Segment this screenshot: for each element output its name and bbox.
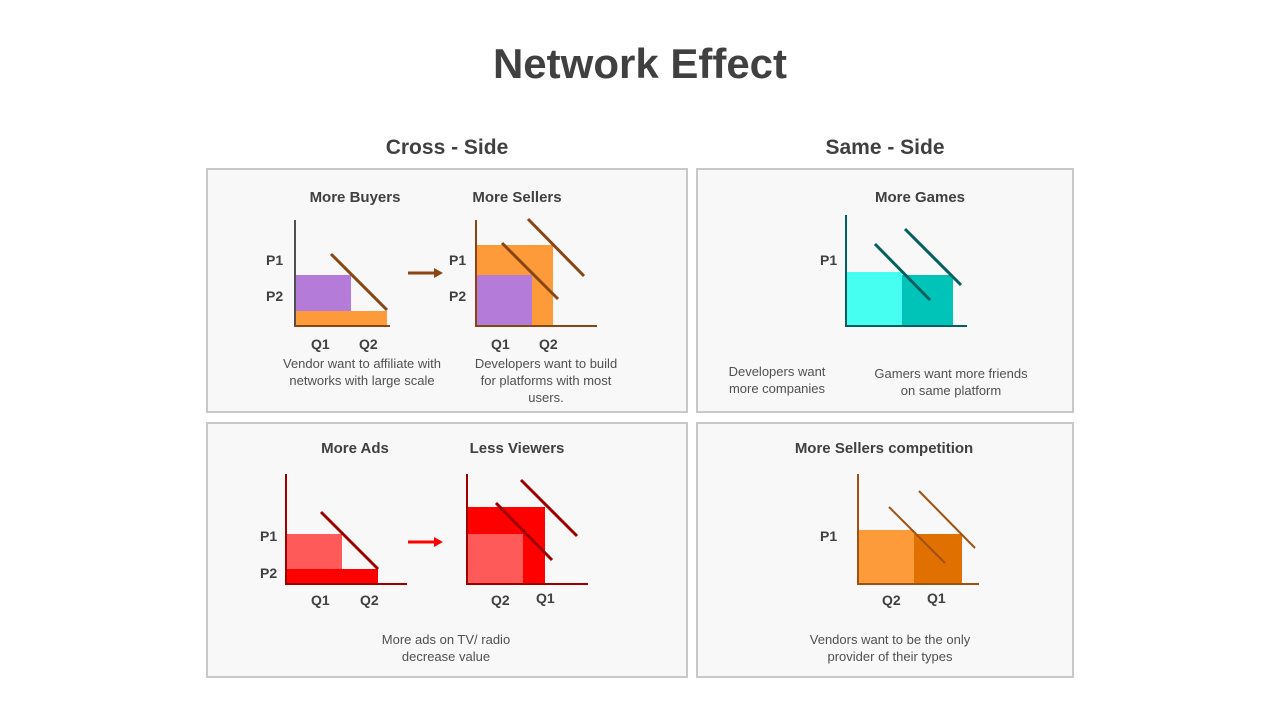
- ads-base-area: [287, 569, 378, 584]
- buyers-p1-label: P1: [266, 252, 284, 268]
- competition-caption: Vendors want to be the only provider of …: [809, 632, 971, 664]
- competition-q2-label: Q2: [882, 592, 901, 608]
- viewers-demand-line-2: [519, 478, 579, 538]
- sellers-p1-label: P1: [449, 252, 467, 268]
- buyers-p2-label: P2: [266, 288, 284, 304]
- games-demand-line-1: [873, 242, 932, 302]
- games-right-caption: Gamers want more friends on same platfor…: [874, 366, 1028, 398]
- ads-q2-label: Q2: [360, 592, 379, 608]
- sellers-demand-line-1: [500, 241, 560, 301]
- cross-side-bottom-panel: [206, 422, 688, 678]
- more-ads-heading: More Ads: [321, 440, 389, 457]
- buyers-q2-label: Q2: [359, 336, 378, 352]
- ads-p2-label: P2: [260, 565, 278, 581]
- more-sellers-heading: More Sellers: [472, 189, 562, 206]
- sellers-demand-line-2: [526, 217, 586, 278]
- sellers-caption: Developers want to build for platforms w…: [474, 356, 618, 405]
- buyers-to-sellers-arrowhead: [434, 268, 443, 278]
- buyers-area: [296, 275, 351, 311]
- ads-caption: More ads on TV/ radio decrease value: [381, 632, 511, 664]
- ads-area: [287, 534, 342, 569]
- buyers-demand-line: [329, 252, 389, 312]
- sellers-p2-label: P2: [449, 288, 467, 304]
- competition-area-light: [858, 530, 914, 584]
- games-left-caption: Developers want more companies: [728, 364, 826, 396]
- competition-area-dark: [914, 534, 962, 584]
- same-side-heading: Same - Side: [825, 136, 945, 159]
- buyers-base-area: [296, 311, 387, 326]
- games-area-light: [846, 272, 902, 326]
- more-buyers-heading: More Buyers: [309, 189, 401, 206]
- competition-q1-label: Q1: [927, 590, 946, 606]
- ads-p1-label: P1: [260, 528, 278, 544]
- competition-demand-line-2: [918, 490, 976, 549]
- buyers-q1-label: Q1: [311, 336, 330, 352]
- less-viewers-heading: Less Viewers: [469, 440, 565, 457]
- more-sellers-competition-heading: More Sellers competition: [794, 440, 974, 457]
- sellers-base-area: [476, 275, 532, 326]
- ads-demand-line: [319, 510, 380, 571]
- competition-p1-label: P1: [820, 528, 838, 544]
- more-games-heading: More Games: [874, 189, 966, 206]
- games-demand-line-2: [903, 227, 963, 287]
- buyers-caption: Vendor want to affiliate with networks w…: [282, 356, 442, 388]
- cross-side-top-panel: [206, 168, 688, 413]
- competition-demand-line-1: [888, 506, 946, 564]
- cross-side-heading: Cross - Side: [385, 136, 509, 159]
- page-title: Network Effect: [492, 40, 788, 87]
- sellers-q2-label: Q2: [539, 336, 558, 352]
- viewers-base-area: [467, 534, 523, 584]
- viewers-q1-label: Q1: [536, 590, 555, 606]
- viewers-q2-label: Q2: [491, 592, 510, 608]
- games-area-dark: [902, 275, 953, 326]
- viewers-demand-line-1: [494, 501, 554, 562]
- ads-to-viewers-arrowhead: [434, 537, 443, 547]
- games-p1-label: P1: [820, 252, 838, 268]
- sellers-q1-label: Q1: [491, 336, 510, 352]
- ads-q1-label: Q1: [311, 592, 330, 608]
